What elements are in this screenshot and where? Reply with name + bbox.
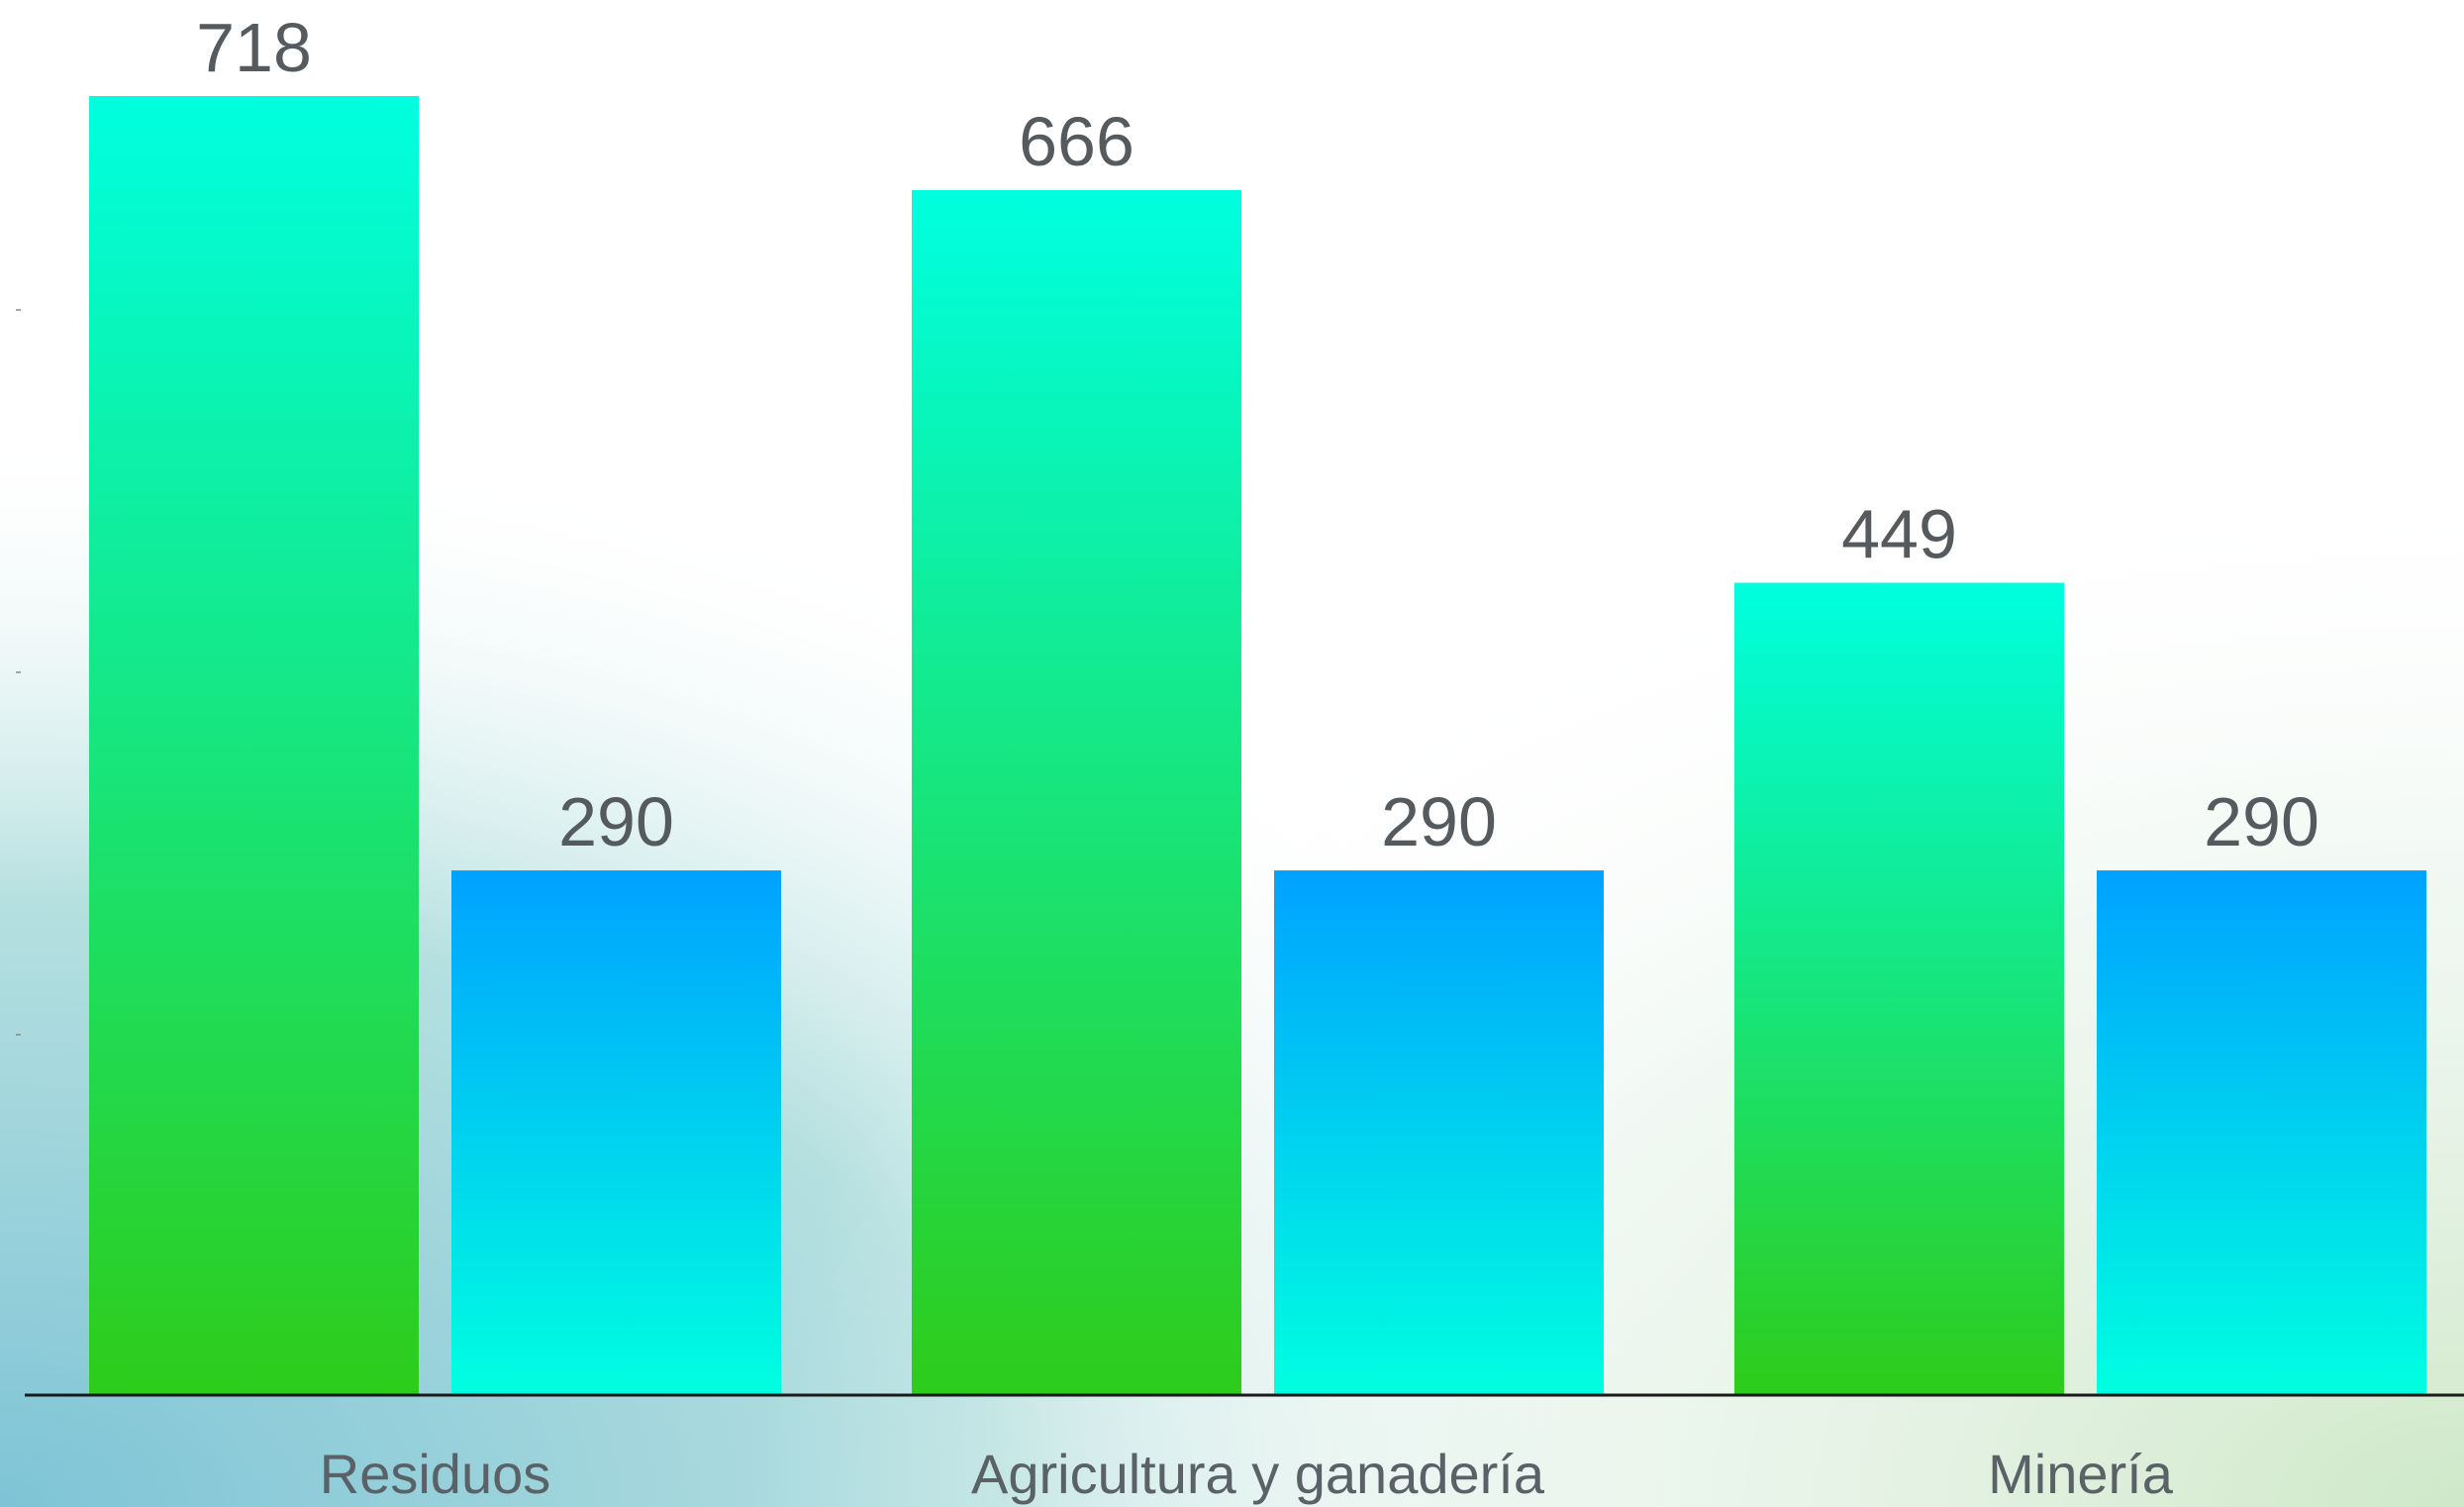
- value-label-2-1: 290: [2204, 783, 2319, 860]
- category-label-1: Agricultura y ganadería: [971, 1443, 1545, 1505]
- bar-2-0: [1734, 582, 2064, 1395]
- value-label-0-0: 718: [196, 9, 312, 86]
- bar-1-1: [1274, 870, 1604, 1395]
- value-label-1-0: 666: [1019, 103, 1134, 180]
- bar-0-0: [89, 96, 419, 1395]
- bar-1-0: [912, 190, 1241, 1395]
- bars-group: [89, 96, 2426, 1395]
- y-axis-ticks: [16, 309, 21, 1036]
- bar-2-1: [2097, 870, 2426, 1395]
- value-label-1-1: 290: [1381, 783, 1497, 860]
- value-label-0-1: 290: [558, 783, 674, 860]
- category-label-0: Residuos: [320, 1443, 550, 1505]
- category-labels: Residuos Agricultura y ganadería Minería: [320, 1443, 2174, 1505]
- value-label-2-0: 449: [1841, 496, 1957, 573]
- category-label-2: Minería: [1988, 1443, 2174, 1505]
- bar-0-1: [451, 870, 781, 1395]
- value-labels: 718 290 666 290 449 290: [196, 9, 2319, 860]
